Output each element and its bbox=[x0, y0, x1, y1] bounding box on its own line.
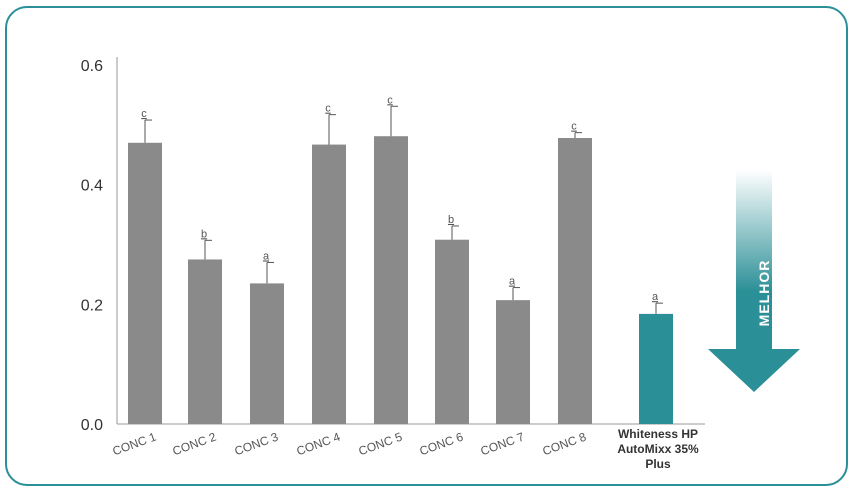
y-tick-label: 0.2 bbox=[81, 297, 103, 314]
chart-frame bbox=[5, 6, 848, 486]
significance-letter: c bbox=[141, 108, 147, 120]
bar bbox=[496, 300, 530, 424]
significance-letter: a bbox=[652, 291, 659, 303]
bar bbox=[312, 144, 346, 424]
x-tick-label: CONC 3 bbox=[233, 430, 281, 459]
y-tick-label: 0.6 bbox=[81, 58, 103, 75]
significance-letter: a bbox=[263, 250, 270, 262]
bar bbox=[128, 142, 162, 425]
bar bbox=[558, 137, 592, 424]
significance-letter: b bbox=[448, 214, 454, 226]
better-arrow: MELHOR bbox=[708, 170, 800, 392]
significance-letter: a bbox=[509, 276, 516, 288]
x-tick-label: AutoMixx 35% bbox=[617, 442, 699, 456]
x-tick-label: Whiteness HP bbox=[618, 427, 698, 441]
significance-letter: c bbox=[571, 121, 577, 133]
bar bbox=[250, 283, 284, 424]
x-tick-label: CONC 5 bbox=[357, 430, 405, 459]
bar bbox=[435, 239, 469, 424]
y-tick-label: 0.0 bbox=[81, 417, 103, 434]
bar bbox=[188, 259, 222, 424]
x-tick-label: CONC 1 bbox=[111, 430, 159, 459]
y-tick-label: 0.4 bbox=[81, 178, 103, 195]
significance-letter: c bbox=[387, 94, 393, 106]
x-tick-label: CONC 4 bbox=[295, 430, 343, 459]
x-tick-label: Plus bbox=[645, 457, 671, 471]
bar bbox=[374, 136, 408, 424]
significance-letter: b bbox=[201, 228, 207, 240]
significance-letter: c bbox=[325, 103, 331, 115]
x-tick-label: CONC 7 bbox=[479, 430, 527, 459]
bar bbox=[639, 313, 673, 424]
x-tick-label: CONC 6 bbox=[418, 430, 466, 459]
x-tick-label: CONC 2 bbox=[171, 430, 219, 459]
x-tick-label: CONC 8 bbox=[541, 430, 589, 459]
better-arrow-shape bbox=[708, 170, 800, 392]
better-arrow-label: MELHOR bbox=[756, 260, 772, 327]
